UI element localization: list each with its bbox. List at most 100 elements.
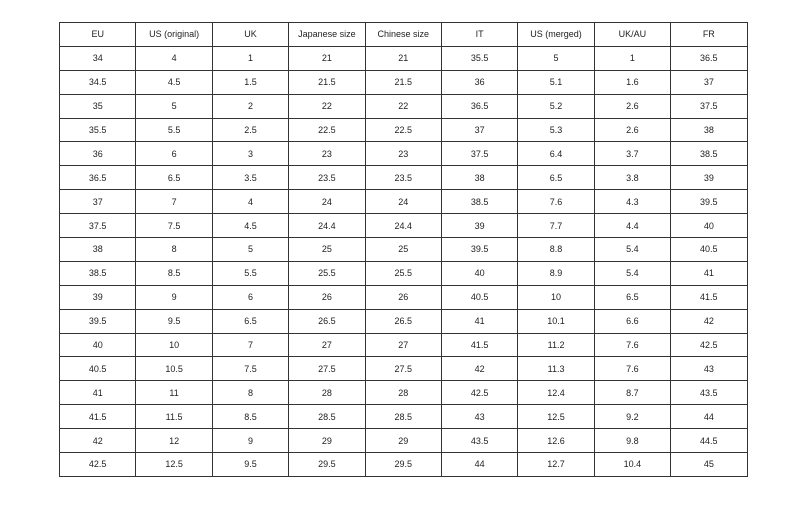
table-cell: 37.5 (58, 213, 137, 239)
table-cell: 37 (440, 117, 519, 143)
table-cell: 27.5 (288, 356, 366, 382)
table-row: 40.5 10.5 7.5 27.5 27.5 42 11.3 7.6 43 (58, 356, 748, 382)
table-cell: 5.4 (593, 237, 672, 262)
table-cell: 36 (440, 69, 519, 95)
table-cell: 34.5 (58, 69, 137, 95)
table-cell: 7.6 (593, 356, 672, 382)
table-cell: 27.5 (364, 356, 442, 382)
table-row: 36.5 6.5 3.5 23.5 23.5 38 6.5 3.8 39 (58, 165, 748, 191)
table-row: 38 8 5 25 25 39.5 8.8 5.4 40.5 (58, 237, 748, 262)
table-cell: 1.6 (593, 69, 672, 95)
table-cell: 45 (670, 452, 748, 477)
table-cell: 41 (440, 308, 519, 334)
table-row: 35.5 5.5 2.5 22.5 22.5 37 5.3 2.6 38 (58, 117, 748, 143)
column-header: UK/AU (593, 22, 672, 47)
table-cell: 12.5 (517, 404, 595, 430)
table-cell: 37 (670, 69, 748, 95)
table-row: 38.5 8.5 5.5 25.5 25.5 40 8.9 5.4 41 (58, 260, 748, 286)
table-cell: 6 (135, 141, 213, 167)
table-cell: 23 (288, 141, 366, 167)
table-cell: 41 (670, 260, 748, 286)
table-cell: 21 (288, 45, 366, 71)
table-cell: 22 (288, 93, 366, 119)
header-row: EU US (original) UK Japanese size Chinese si… (58, 22, 748, 47)
table-cell: 12.6 (517, 428, 595, 454)
table-cell: 8 (135, 237, 213, 262)
table-cell: 39 (670, 165, 748, 191)
table-cell: 7.6 (593, 332, 672, 358)
table-cell: 40.5 (58, 356, 137, 382)
table-cell: 1.5 (211, 69, 290, 95)
table-cell: 36.5 (440, 93, 519, 119)
table-row: 39.5 9.5 6.5 26.5 26.5 41 10.1 6.6 42 (58, 308, 748, 334)
table-cell: 11.3 (517, 356, 595, 382)
table-cell: 7.5 (211, 356, 290, 382)
table-cell: 43.5 (440, 428, 519, 454)
table-row: 42.5 12.5 9.5 29.5 29.5 44 12.7 10.4 45 (58, 452, 748, 477)
table-cell: 25.5 (288, 260, 366, 286)
table-row: 37.5 7.5 4.5 24.4 24.4 39 7.7 4.4 40 (58, 213, 748, 239)
table-cell: 9 (211, 428, 290, 454)
table-cell: 38.5 (440, 189, 519, 215)
table-cell: 35 (58, 93, 137, 119)
table-row: 35 5 2 22 22 36.5 5.2 2.6 37.5 (58, 93, 748, 119)
table-row: 34.5 4.5 1.5 21.5 21.5 36 5.1 1.6 37 (58, 69, 748, 95)
table-cell: 35.5 (58, 117, 137, 143)
table-cell: 12 (135, 428, 213, 454)
table-cell: 5.1 (517, 69, 595, 95)
table-cell: 4 (135, 45, 213, 71)
column-header: Japanese size (288, 22, 366, 47)
table-row: 42 12 9 29 29 43.5 12.6 9.8 44.5 (58, 428, 748, 454)
table-cell: 11 (135, 380, 213, 406)
table-cell: 12.4 (517, 380, 595, 406)
table-cell: 23.5 (288, 165, 366, 191)
table-cell: 4.3 (593, 189, 672, 215)
table-cell: 4.5 (135, 69, 213, 95)
table-cell: 22 (364, 93, 442, 119)
table-cell: 3.7 (593, 141, 672, 167)
table-cell: 39.5 (58, 308, 137, 334)
table-cell: 25 (364, 237, 442, 262)
table-cell: 12.7 (517, 452, 595, 477)
table-cell: 22.5 (288, 117, 366, 143)
table-cell: 6.4 (517, 141, 595, 167)
table-row: 40 10 7 27 27 41.5 11.2 7.6 42.5 (58, 332, 748, 358)
table-row: 39 9 6 26 26 40.5 10 6.5 41.5 (58, 284, 748, 310)
table-cell: 9.5 (135, 308, 213, 334)
column-header: EU (58, 22, 137, 47)
table-cell: 23.5 (364, 165, 442, 191)
table-cell: 25.5 (364, 260, 442, 286)
table-cell: 42 (440, 356, 519, 382)
table-row: 36 6 3 23 23 37.5 6.4 3.7 38.5 (58, 141, 748, 167)
table-cell: 5.4 (593, 260, 672, 286)
table-cell: 11.5 (135, 404, 213, 430)
table-cell: 26.5 (364, 308, 442, 334)
table-cell: 1 (593, 45, 672, 71)
table-cell: 29 (288, 428, 366, 454)
table-cell: 7 (211, 332, 290, 358)
table-cell: 24 (288, 189, 366, 215)
table-cell: 22.5 (364, 117, 442, 143)
table-cell: 7.5 (135, 213, 213, 239)
table-cell: 42.5 (440, 380, 519, 406)
table-cell: 35.5 (440, 45, 519, 71)
size-conversion-table: EU US (original) UK Japanese size Chinese si… (58, 22, 748, 477)
table-cell: 29 (364, 428, 442, 454)
table-cell: 7.6 (517, 189, 595, 215)
table-cell: 2 (211, 93, 290, 119)
column-header: Chinese size (364, 22, 442, 47)
table-cell: 41.5 (58, 404, 137, 430)
table-cell: 29.5 (288, 452, 366, 477)
table-cell: 21.5 (364, 69, 442, 95)
table-cell: 27 (288, 332, 366, 358)
table-cell: 29.5 (364, 452, 442, 477)
table-cell: 40.5 (670, 237, 748, 262)
table-cell: 44 (670, 404, 748, 430)
table-cell: 5.2 (517, 93, 595, 119)
table-cell: 43 (670, 356, 748, 382)
table-cell: 28.5 (288, 404, 366, 430)
table-cell: 9.8 (593, 428, 672, 454)
table-cell: 10.5 (135, 356, 213, 382)
table-cell: 8.9 (517, 260, 595, 286)
table-cell: 21.5 (288, 69, 366, 95)
